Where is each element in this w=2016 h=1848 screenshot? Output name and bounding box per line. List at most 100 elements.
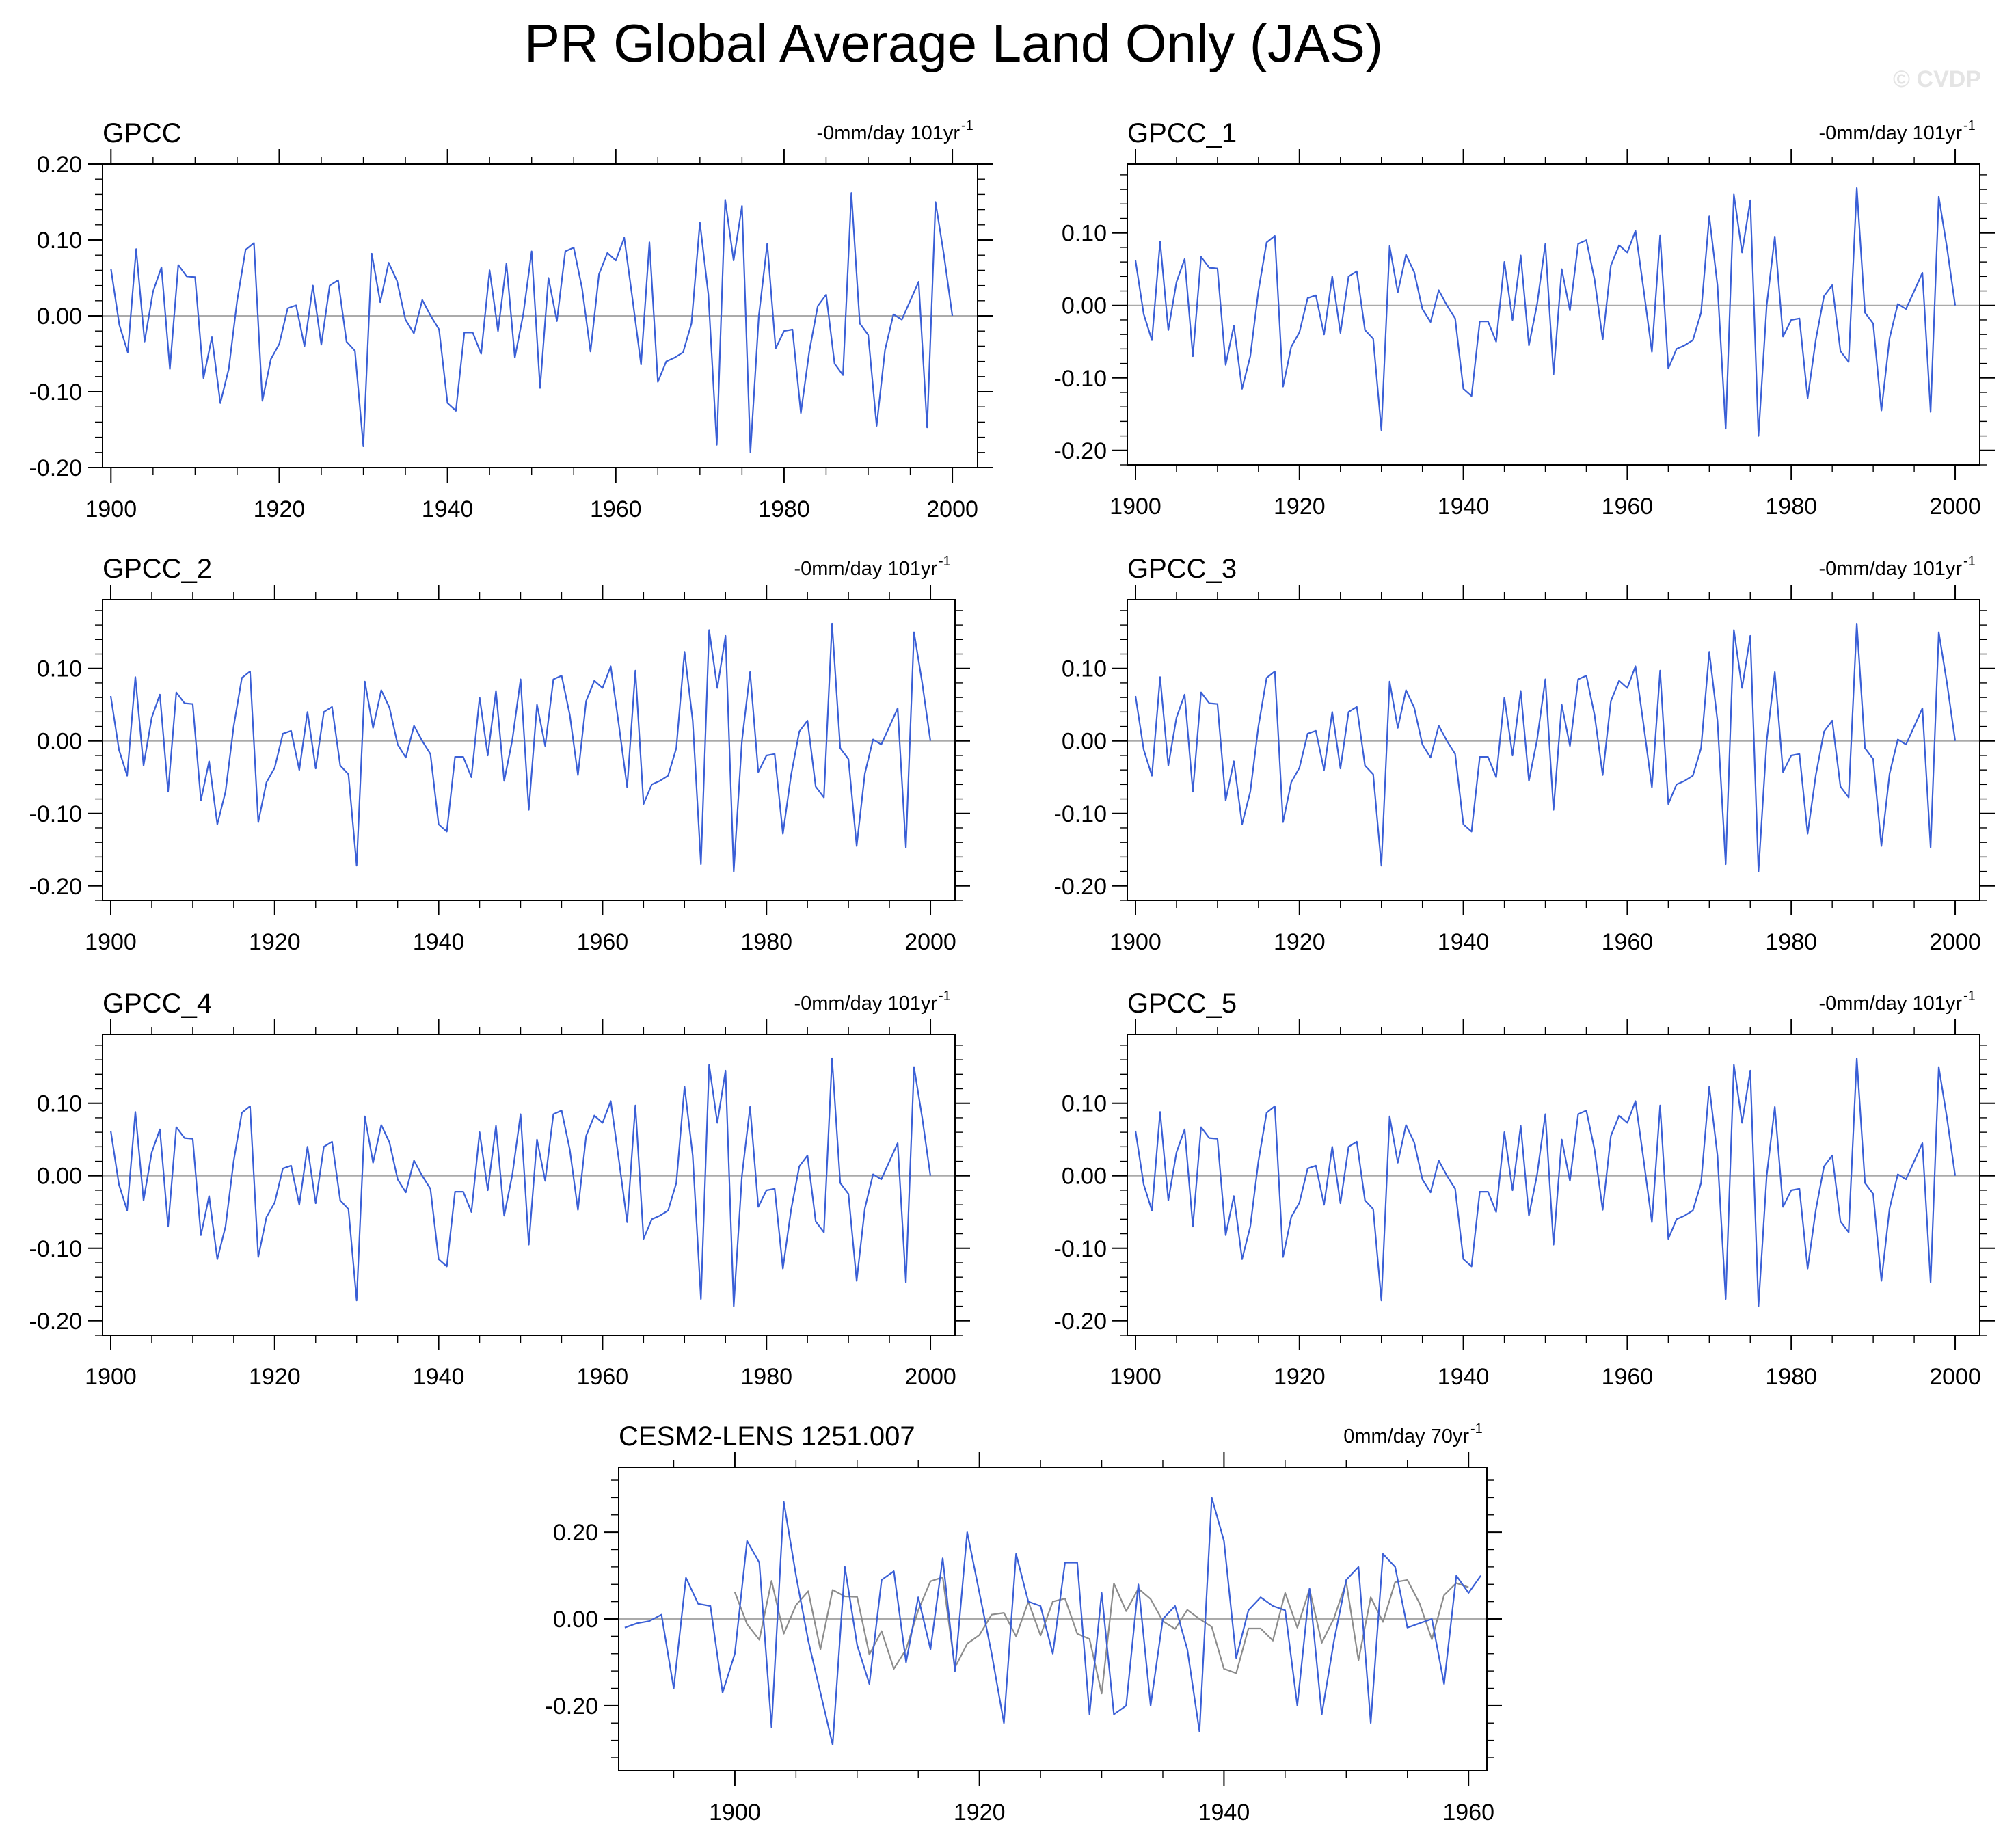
panel-title: GPCC_1 bbox=[1127, 118, 1237, 148]
trend-label: -0mm/day 101yr bbox=[794, 993, 937, 1015]
y-tick-label: -0.20 bbox=[29, 1309, 83, 1335]
cvdp-watermark: © CVDP bbox=[1893, 66, 1981, 92]
chart-panel: GPCC_5 -0mm/day 101yr -1 0.10 0.00 -0.10 -0.20… bbox=[1054, 989, 1995, 1390]
x-tick-label: 1940 bbox=[413, 1364, 465, 1390]
x-tick-label: 2000 bbox=[1929, 929, 1981, 955]
y-tick-label: -0.20 bbox=[546, 1693, 599, 1719]
plot-frame bbox=[102, 163, 978, 468]
x-tick-label: 1900 bbox=[85, 496, 137, 522]
plot-frame bbox=[102, 1034, 956, 1336]
x-tick-label: 1900 bbox=[1110, 494, 1161, 520]
trend-label: -0mm/day 101yr bbox=[1818, 993, 1962, 1015]
y-tick-label: 0.20 bbox=[553, 1520, 598, 1546]
x-tick-label: 1960 bbox=[1442, 1799, 1494, 1825]
y-tick-label: 0.00 bbox=[37, 1164, 82, 1190]
x-tick-label: 1980 bbox=[1765, 1364, 1817, 1390]
trend-label: -0mm/day 101yr bbox=[816, 122, 960, 144]
x-tick-label: 2000 bbox=[1929, 1364, 1981, 1390]
series-line bbox=[109, 622, 932, 872]
x-tick-label: 1960 bbox=[577, 929, 629, 955]
x-tick-label: 1940 bbox=[1438, 929, 1490, 955]
x-tick-label: 1920 bbox=[1274, 494, 1326, 520]
x-tick-label: 1920 bbox=[954, 1799, 1006, 1825]
y-tick-label: 0.00 bbox=[553, 1607, 598, 1633]
x-tick-label: 1940 bbox=[413, 929, 465, 955]
chart-panel: GPCC_4 -0mm/day 101yr -1 0.10 0.00 -0.10 -0.20… bbox=[29, 989, 970, 1390]
chart-panel: CESM2-LENS 1251.007 0mm/day 70yr -1 0.20 0.0… bbox=[546, 1421, 1502, 1825]
y-tick-label: 0.20 bbox=[37, 152, 82, 178]
trend-label: -0mm/day 101yr bbox=[794, 558, 937, 580]
x-tick-label: 1940 bbox=[1438, 494, 1490, 520]
panel-title: GPCC_5 bbox=[1127, 989, 1237, 1019]
y-tick-label: -0.10 bbox=[1054, 1236, 1107, 1262]
plot-frame bbox=[102, 599, 956, 901]
x-tick-label: 1960 bbox=[1602, 1364, 1654, 1390]
panel-grid: GPCC -0mm/day 101yr -10.200.100.00-0.10-0.… bbox=[29, 118, 1995, 1825]
x-tick-label: 1900 bbox=[1110, 1364, 1161, 1390]
x-tick-label: 2000 bbox=[904, 1364, 956, 1390]
x-tick-label: 1980 bbox=[1765, 494, 1817, 520]
x-tick-label: 1920 bbox=[254, 496, 306, 522]
x-tick-label: 1920 bbox=[1274, 929, 1326, 955]
y-tick-label: -0.20 bbox=[29, 874, 83, 900]
y-tick-label: -0.10 bbox=[1054, 801, 1107, 827]
plot-frame bbox=[1127, 163, 1980, 466]
panel-title: GPCC_3 bbox=[1127, 554, 1237, 584]
trend-exponent: -1 bbox=[1963, 118, 1976, 133]
y-tick-label: -0.20 bbox=[29, 455, 83, 481]
x-tick-label: 1920 bbox=[1274, 1364, 1326, 1390]
y-tick-label: 0.10 bbox=[1062, 1091, 1107, 1117]
y-tick-label: 0.10 bbox=[1062, 656, 1107, 682]
trend-label: -0mm/day 101yr bbox=[1818, 122, 1962, 144]
y-tick-label: 0.00 bbox=[1062, 729, 1107, 755]
y-tick-label: -0.20 bbox=[1054, 874, 1107, 900]
x-tick-label: 1920 bbox=[249, 929, 301, 955]
panel-title: GPCC_4 bbox=[103, 989, 212, 1019]
trend-exponent: -1 bbox=[1963, 989, 1976, 1004]
x-tick-label: 2000 bbox=[904, 929, 956, 955]
trend-label: -0mm/day 101yr bbox=[1818, 558, 1962, 580]
plot-frame bbox=[618, 1467, 1488, 1771]
trend-exponent: -1 bbox=[961, 118, 973, 133]
chart-panel: GPCC_1 -0mm/day 101yr -1 0.10 0.00 -0.10 -0.20… bbox=[1054, 118, 1995, 520]
y-tick-label: -0.10 bbox=[29, 801, 83, 827]
x-tick-label: 2000 bbox=[1929, 494, 1981, 520]
x-tick-label: 1960 bbox=[1602, 494, 1654, 520]
x-tick-label: 1940 bbox=[1198, 1799, 1250, 1825]
y-tick-label: -0.20 bbox=[1054, 1309, 1107, 1335]
x-tick-label: 1900 bbox=[1110, 929, 1161, 955]
y-tick-label: 0.00 bbox=[37, 729, 82, 755]
series-line bbox=[1134, 622, 1957, 872]
trend-label: 0mm/day 70yr bbox=[1343, 1425, 1469, 1447]
x-tick-label: 1980 bbox=[740, 929, 792, 955]
series-line bbox=[624, 1497, 1481, 1745]
series-line bbox=[110, 192, 954, 453]
y-tick-label: 0.10 bbox=[1062, 221, 1107, 247]
x-tick-label: 2000 bbox=[926, 496, 978, 522]
y-tick-label: 0.10 bbox=[37, 656, 82, 682]
x-tick-label: 1900 bbox=[85, 929, 137, 955]
trend-exponent: -1 bbox=[939, 554, 951, 569]
y-tick-label: -0.10 bbox=[29, 1236, 83, 1262]
trend-exponent: -1 bbox=[1963, 554, 1976, 569]
x-tick-label: 1920 bbox=[249, 1364, 301, 1390]
series-line bbox=[1134, 1057, 1957, 1307]
plot-frame bbox=[1127, 1034, 1980, 1336]
trend-exponent: -1 bbox=[939, 989, 951, 1004]
x-tick-label: 1940 bbox=[422, 496, 474, 522]
x-tick-label: 1980 bbox=[740, 1364, 792, 1390]
chart-panel: GPCC -0mm/day 101yr -1 0.20 0.10 0.00 -0.10 -0.… bbox=[29, 118, 993, 522]
y-tick-label: -0.10 bbox=[29, 379, 83, 405]
x-tick-label: 1900 bbox=[709, 1799, 761, 1825]
x-tick-label: 1960 bbox=[1602, 929, 1654, 955]
chart-panel: GPCC_2 -0mm/day 101yr -1 0.10 0.00 -0.10 -0.20… bbox=[29, 554, 970, 955]
y-tick-label: 0.10 bbox=[37, 228, 82, 254]
series-line bbox=[1134, 187, 1957, 437]
y-tick-label: -0.10 bbox=[1054, 366, 1107, 392]
figure-title: PR Global Average Land Only (JAS) bbox=[524, 13, 1383, 73]
trend-exponent: -1 bbox=[1470, 1421, 1483, 1436]
x-tick-label: 1960 bbox=[590, 496, 642, 522]
plot-frame bbox=[1127, 599, 1980, 901]
series-line bbox=[109, 1057, 932, 1307]
panel-title: CESM2-LENS 1251.007 bbox=[619, 1421, 915, 1451]
